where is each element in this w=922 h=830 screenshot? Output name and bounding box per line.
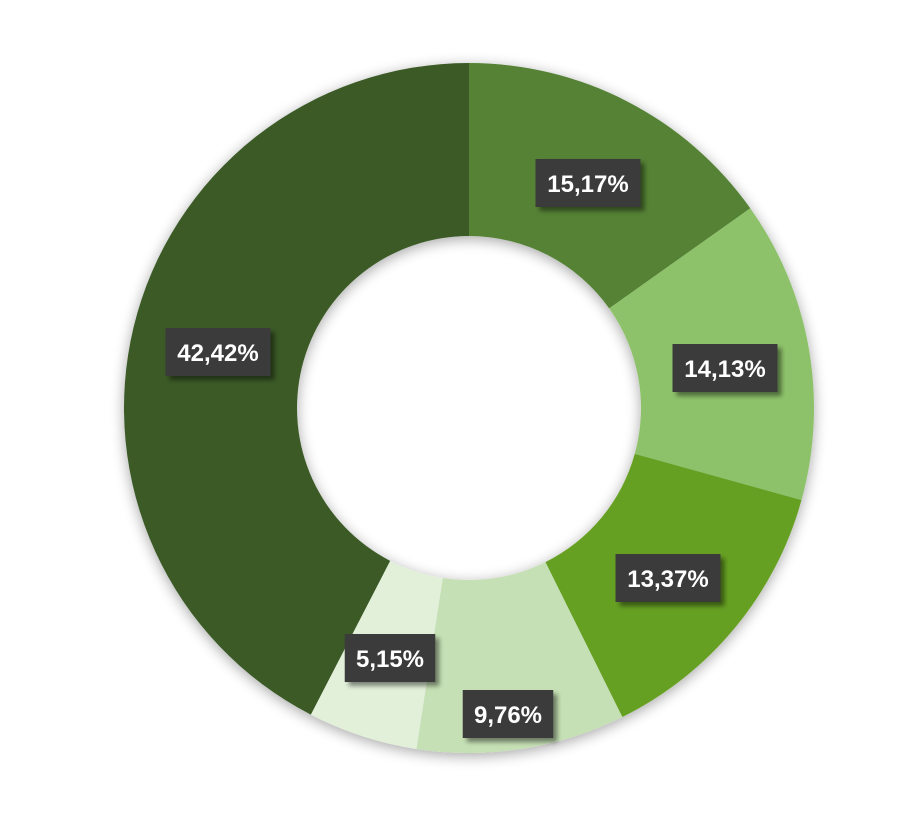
data-label: 13,37%: [615, 554, 721, 602]
data-label: 42,42%: [165, 328, 271, 376]
data-label-box: [615, 554, 721, 602]
data-label-text: 9,76%: [474, 702, 542, 729]
data-label: 5,15%: [344, 634, 436, 682]
data-label-text: 42,42%: [177, 340, 258, 367]
data-label-box: [535, 159, 641, 207]
data-label-text: 14,13%: [684, 356, 765, 383]
data-label-text: 15,17%: [547, 171, 628, 198]
data-label-box: [165, 328, 271, 376]
data-label-text: 5,15%: [356, 646, 424, 673]
data-label: 15,17%: [535, 159, 641, 207]
data-label: 14,13%: [672, 344, 778, 392]
data-label: 9,76%: [462, 690, 554, 738]
data-label-box: [672, 344, 778, 392]
data-label-box: [344, 634, 436, 682]
data-label-text: 13,37%: [627, 566, 708, 593]
donut-slice: [124, 63, 469, 715]
data-label-box: [462, 690, 554, 738]
